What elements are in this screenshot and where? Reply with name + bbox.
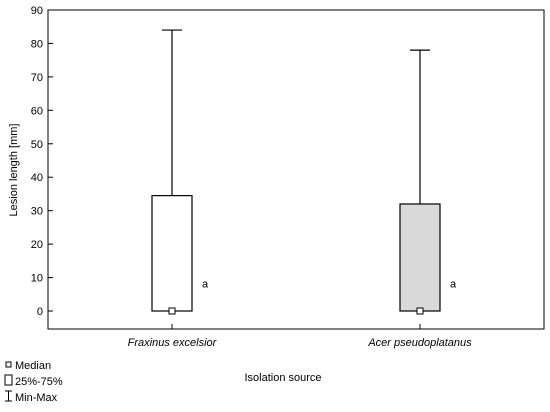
iqr-box	[151, 195, 193, 312]
significance-letter: a	[202, 279, 209, 291]
x-axis-ticks: Fraxinus excelsior Acer pseudoplatanus	[128, 324, 472, 349]
y-tick-label: 60	[31, 105, 43, 117]
x-tick-label: Acer pseudoplatanus	[367, 337, 472, 349]
box-2: a	[399, 49, 457, 315]
plot-area: 0 10 20 30 40 50 60 70 80 90 Fraxinus excelsior Ac…	[31, 5, 545, 349]
legend-item-box: 25%-75%	[4, 374, 63, 388]
y-tick-label: 10	[31, 273, 43, 285]
iqr-box	[399, 203, 441, 312]
significance-letter: a	[450, 279, 457, 291]
legend-median-symbol	[5, 361, 12, 368]
x-tick-label: Fraxinus excelsior	[128, 337, 218, 349]
box-1: a	[151, 29, 209, 315]
y-axis-ticks: 0 10 20 30 40 50 60 70 80 90	[31, 5, 53, 318]
y-tick-label: 40	[31, 172, 43, 184]
legend: Median 25%-75% Min-Max	[4, 360, 63, 404]
y-axis-title: Lesion length [mm]	[8, 124, 20, 217]
y-tick-label: 90	[31, 5, 43, 17]
legend-box-symbol	[4, 374, 13, 386]
median-marker	[168, 307, 176, 315]
y-tick-label: 70	[31, 72, 43, 84]
plot-frame	[47, 9, 545, 330]
y-tick-label: 30	[31, 206, 43, 218]
y-tick-label: 80	[31, 38, 43, 50]
legend-item-whisker: Min-Max	[5, 390, 58, 404]
legend-item-median-marker: Median	[5, 360, 51, 372]
y-tick-label: 50	[31, 139, 43, 151]
median-marker	[416, 307, 424, 315]
x-axis-title: Isolation source	[244, 372, 321, 384]
y-tick-label: 20	[31, 239, 43, 251]
legend-label: Median	[15, 360, 51, 372]
legend-label: 25%-75%	[15, 376, 63, 388]
y-tick-label: 0	[37, 306, 43, 318]
legend-label: Min-Max	[15, 392, 58, 404]
